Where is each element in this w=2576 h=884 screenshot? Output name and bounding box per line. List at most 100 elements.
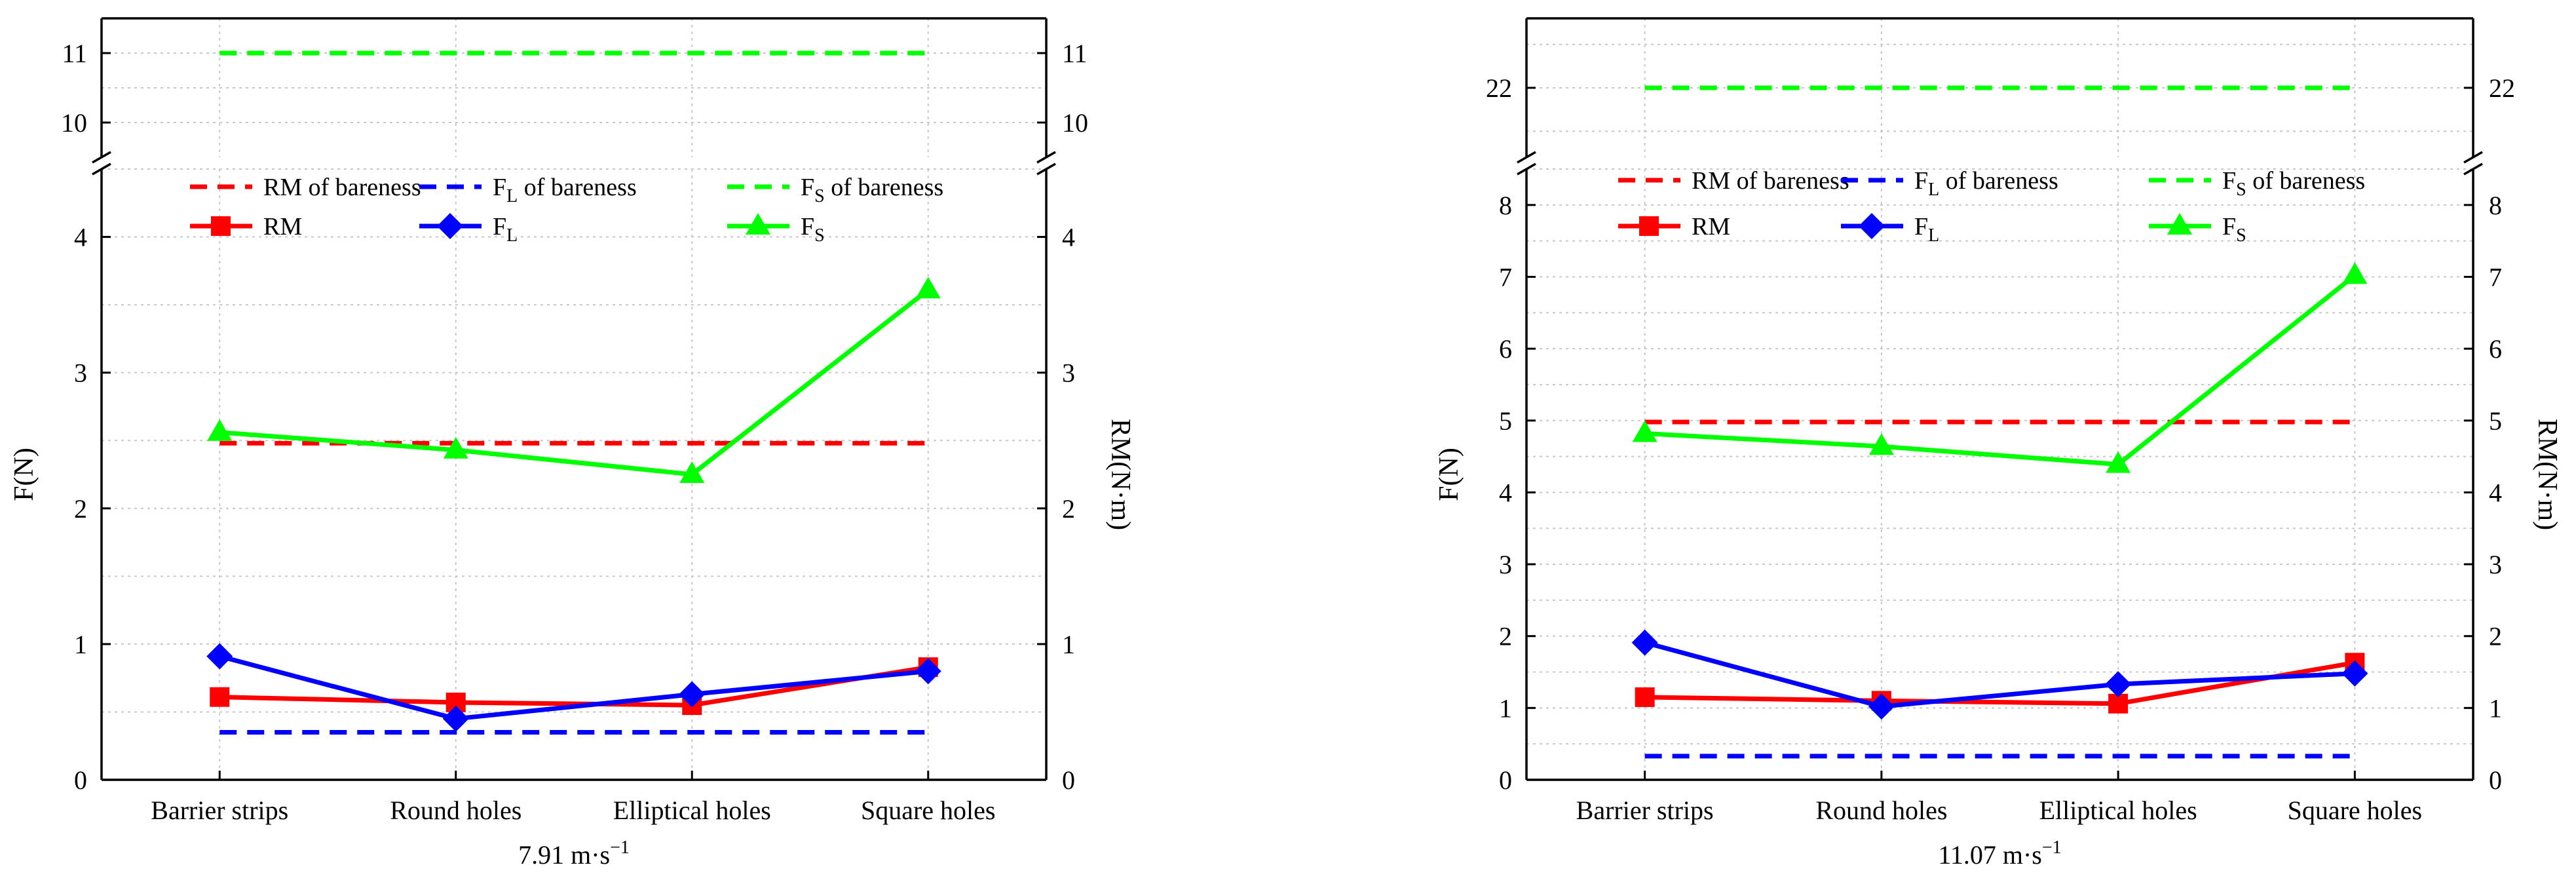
y-tick-label-right: 1 [1062,630,1075,659]
chart-subtitle: 7.91 m·s−1 [518,837,630,870]
marker-square [1635,687,1655,707]
legend: RM of bareness FL of bareness FS of barene… [190,174,943,246]
series-line-fl [1644,640,2355,709]
y-tick-label-left: 0 [1499,765,1512,795]
axis-break-mark [1036,163,1056,176]
y-tick-label-left: 3 [1499,550,1512,579]
legend-label-main: F [493,174,506,201]
legend-label-main: F [801,174,814,201]
y-tick-label-right: 4 [1062,223,1075,252]
series-line-fl [219,654,929,721]
legend-label: FL [493,213,518,246]
x-tick-label: Square holes [861,796,996,825]
y-tick-label-right: 5 [2489,406,2502,436]
legend-label-main: F [2222,167,2236,195]
y-tick-label-left: 10 [61,108,87,138]
marker-diamond [679,681,706,708]
y-tick-label-left: 6 [1499,334,1512,364]
legend-label-subscript: L [506,186,518,206]
y-tick-label-left: 4 [1499,478,1512,507]
y-tick-label-left: 2 [1499,622,1512,651]
marker-diamond [2341,660,2368,687]
legend-label-main: RM of bareness [1692,167,1849,195]
marker-triangle [1632,420,1657,442]
marker-diamond [437,213,463,239]
x-tick-label: Elliptical holes [2039,796,2197,825]
y-axis-title-right: RM(N·m) [2532,419,2562,530]
x-tick-label: Barrier strips [151,796,288,825]
series-fs [1632,262,2368,473]
legend-label-subscript: L [506,225,518,246]
y-tick-label-left: 11 [62,39,87,68]
y-tick-label-left: 2 [74,494,87,524]
legend-label: RM of bareness [263,174,421,201]
x-tick-label: Barrier strips [1576,796,1714,825]
marker-triangle [746,213,770,235]
legend-item-fl: FL [1841,213,1939,246]
legend-label: FL [1914,213,1939,246]
gridlines [102,18,1046,780]
y-tick-label-right: 2 [2489,622,2502,651]
legend-label-subscript: S [2236,225,2246,246]
y-tick-label-left: 4 [74,223,87,252]
legend-label-rest: of bareness [1939,167,2058,195]
legend-label: FS of bareness [2222,167,2365,200]
legend-label: RM [263,213,302,240]
legend-item-fs-bare: FS of bareness [2149,167,2365,200]
legend-item-rm-bare: RM of bareness [1618,167,1849,195]
marker-diamond [1631,629,1658,656]
marker-square [210,687,230,707]
legend-label-subscript: S [814,186,825,206]
series-rm [1635,653,2365,714]
axis-break-mark [1036,151,1056,164]
legend: RM of bareness FL of bareness FS of barene… [1618,167,2365,246]
y-tick-label-right: 3 [2489,550,2502,579]
legend-item-rm: RM [190,213,302,240]
y-tick-label-right: 4 [2489,478,2502,507]
legend-label: FS of bareness [801,174,943,206]
legend-item-rm-bare: RM of bareness [190,174,421,201]
legend-label-main: F [493,213,506,240]
legend-label-rest: of bareness [518,174,636,201]
legend-item-fl-bare: FL of bareness [419,174,637,206]
series-fl [1631,629,2368,720]
x-ticks: Barrier strips Round holes Elliptical hole… [1576,771,2422,825]
legend-label: RM [1692,213,1730,240]
y-tick-label-right: 2 [1062,494,1075,524]
legend-label-rest: of bareness [825,174,943,201]
series-line-fs [219,288,930,477]
x-tick-label: Elliptical holes [613,796,771,825]
legend-label: FL of bareness [493,174,637,206]
legend-label-main: F [2222,213,2236,240]
y-ticks: 0 01 12 23 34 45 56 67 78 822 22 [1486,73,2515,795]
axis-break-mark [92,163,111,176]
series-fl [206,643,941,732]
legend-item-rm: RM [1618,213,1730,240]
marker-diamond [1868,693,1895,720]
legend-label: FL of bareness [1914,167,2058,200]
y-tick-label-left: 0 [74,765,87,795]
axis-break-mark [1517,163,1536,176]
subtitle-superscript: −1 [2042,837,2062,858]
marker-triangle [2342,262,2368,284]
marker-diamond [442,705,469,732]
y-tick-label-right: 10 [1062,108,1088,138]
y-tick-label-right: 1 [2489,693,2502,723]
y-tick-label-left: 5 [1499,406,1512,436]
series-line-rm [219,664,929,708]
marker-diamond [915,658,941,685]
axis-break-mark [2463,151,2483,164]
marker-square [211,216,231,236]
legend-label-main: RM [263,213,302,240]
marker-square [1639,216,1659,236]
legend-label: FS [801,213,825,246]
subtitle-superscript: −1 [610,837,630,858]
y-axis-title-left: F(N) [9,448,39,501]
legend-item-fl: FL [419,213,518,246]
legend-item-fs-bare: FS of bareness [727,174,943,206]
legend-item-fs: FS [727,213,825,246]
legend-label-main: RM [1692,213,1730,240]
